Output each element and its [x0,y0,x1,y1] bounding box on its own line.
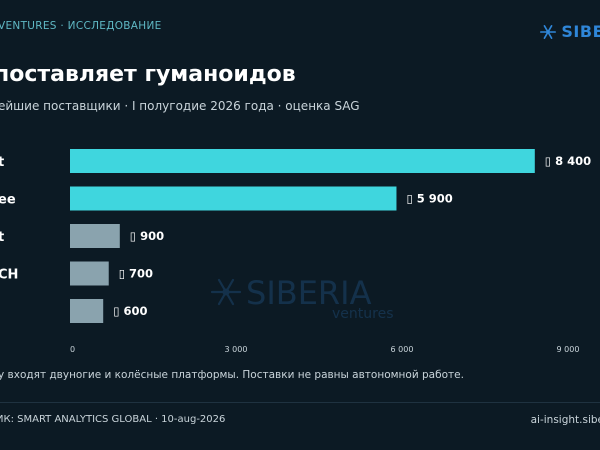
watermark: SIBERIA ventures [210,274,394,322]
brand-logo[interactable]: SIBE [539,22,600,41]
footnote: у входят двуногие и колёсные платформы. … [0,369,464,381]
page-title: поставляет гуманоидов [0,62,296,87]
snowflake-icon [210,278,242,306]
site-link[interactable]: ai-insight.sibe [530,414,600,426]
category-label: CH [0,268,18,283]
brand-name: SIBE [561,22,600,41]
watermark-line2: ventures [332,306,394,322]
bar [70,224,120,248]
divider [0,402,600,403]
bar [70,149,535,173]
snowflake-icon [540,24,557,39]
value-label: ▯ 600 [113,304,147,318]
value-label: ▯ 5 900 [406,192,452,206]
value-label: ▯ 900 [130,229,164,243]
source-note: ИК: SMART ANALYTICS GLOBAL · 10-aug-2026 [0,414,226,425]
x-tick-label: 0 [70,345,75,354]
bar [70,186,397,211]
x-tick-label: 9 000 [557,345,580,354]
value-label: ▯ 8 400 [545,154,591,168]
category-label: t [0,155,4,170]
page-subtitle: ейшие поставщики · I полугодие 2026 года… [0,99,360,113]
x-tick-label: 3 000 [225,345,248,354]
header-kicker: VENTURES · ИССЛЕДОВАНИЕ [0,20,162,32]
bar [70,261,109,286]
category-label: ee [0,193,16,208]
bar [70,299,104,323]
category-label: t [0,230,4,245]
value-label: ▯ 700 [119,267,153,281]
watermark-line1: SIBERIA [246,274,372,312]
x-tick-label: 6 000 [391,345,414,354]
